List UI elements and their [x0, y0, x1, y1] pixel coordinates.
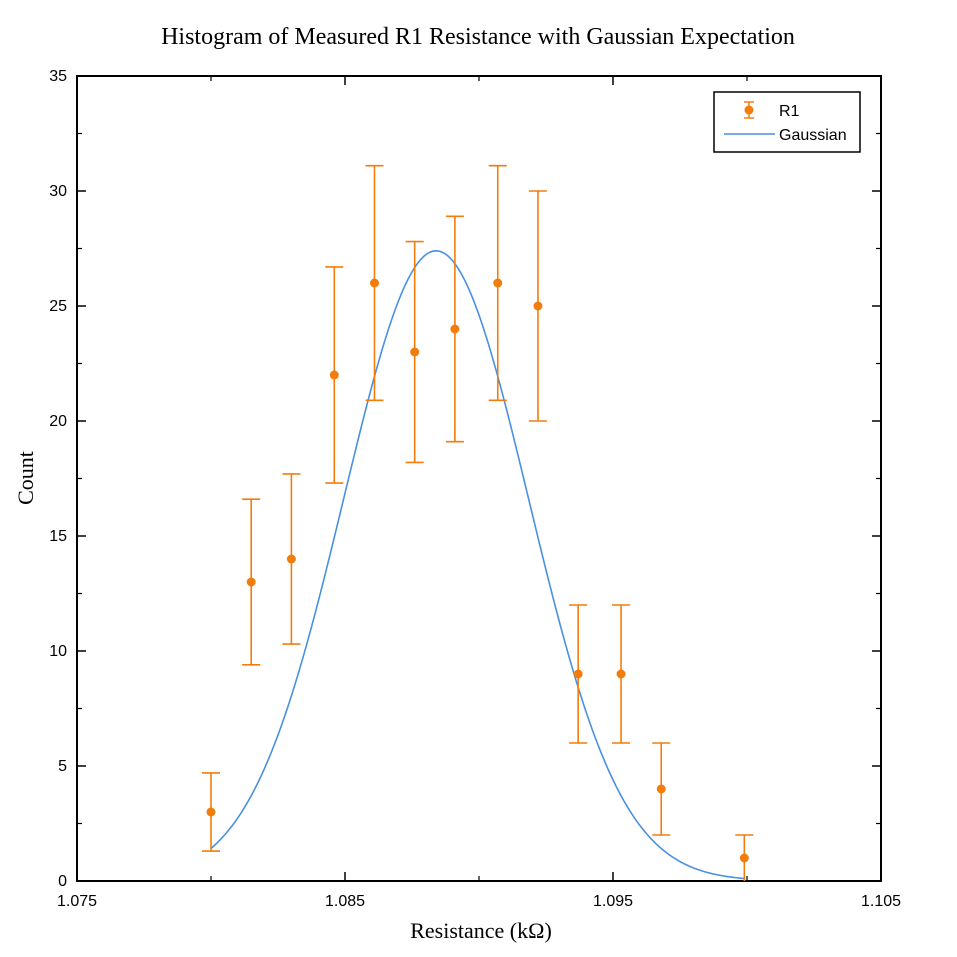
data-marker	[286, 554, 296, 564]
y-axis-label: Count	[13, 451, 38, 505]
gaussian-curve	[210, 250, 745, 880]
y-tick-label: 0	[58, 873, 67, 890]
data-marker	[206, 807, 216, 817]
data-marker	[656, 784, 666, 794]
data-point	[242, 498, 261, 666]
data-point	[365, 164, 384, 402]
data-point	[652, 742, 671, 836]
legend-box	[713, 91, 861, 153]
legend-label-r1: R1	[779, 103, 800, 120]
data-marker	[493, 278, 503, 288]
data-marker	[369, 278, 379, 288]
plot-border	[76, 75, 882, 882]
data-marker	[533, 301, 543, 311]
y-tick-label: 35	[49, 68, 67, 85]
data-point	[569, 604, 588, 744]
data-marker	[410, 347, 420, 357]
legend-errorbar-icon	[744, 101, 754, 119]
data-marker	[450, 324, 460, 334]
y-tick-label: 20	[49, 413, 67, 430]
x-tick-label: 1.095	[593, 893, 633, 910]
x-axis-label: Resistance (kΩ)	[410, 918, 552, 943]
y-tick-label: 5	[58, 758, 67, 775]
y-tick-label: 10	[49, 643, 67, 660]
x-tick-label: 1.105	[861, 893, 901, 910]
x-tick-label: 1.085	[325, 893, 365, 910]
y-tick-label: 25	[49, 298, 67, 315]
x-tick-label: 1.075	[57, 893, 97, 910]
gaussian-curve-layer	[210, 250, 745, 880]
x-axis-ticks: 1.075 1.085 1.095 1.105	[57, 76, 901, 910]
legend-label-gaussian: Gaussian	[779, 127, 847, 144]
y-tick-label: 15	[49, 528, 67, 545]
data-marker	[616, 669, 626, 679]
chart-title: Histogram of Measured R1 Resistance with…	[161, 24, 795, 50]
y-axis-ticks: 0 5 10 15 20 25 30 35	[49, 68, 881, 890]
data-point	[735, 834, 754, 881]
data-point	[445, 215, 464, 443]
data-marker	[573, 669, 583, 679]
data-marker	[739, 853, 749, 863]
data-point	[202, 772, 220, 852]
data-point	[612, 604, 631, 744]
data-point	[325, 266, 344, 484]
plot-frame	[76, 75, 882, 882]
data-point	[405, 240, 424, 464]
data-marker	[246, 577, 256, 587]
y-tick-label: 30	[49, 183, 67, 200]
data-point	[282, 473, 301, 645]
data-marker	[329, 370, 339, 380]
data-point	[528, 190, 547, 422]
data-points-layer	[202, 164, 754, 881]
data-point	[488, 164, 507, 402]
legend: R1 Gaussian	[713, 91, 861, 153]
